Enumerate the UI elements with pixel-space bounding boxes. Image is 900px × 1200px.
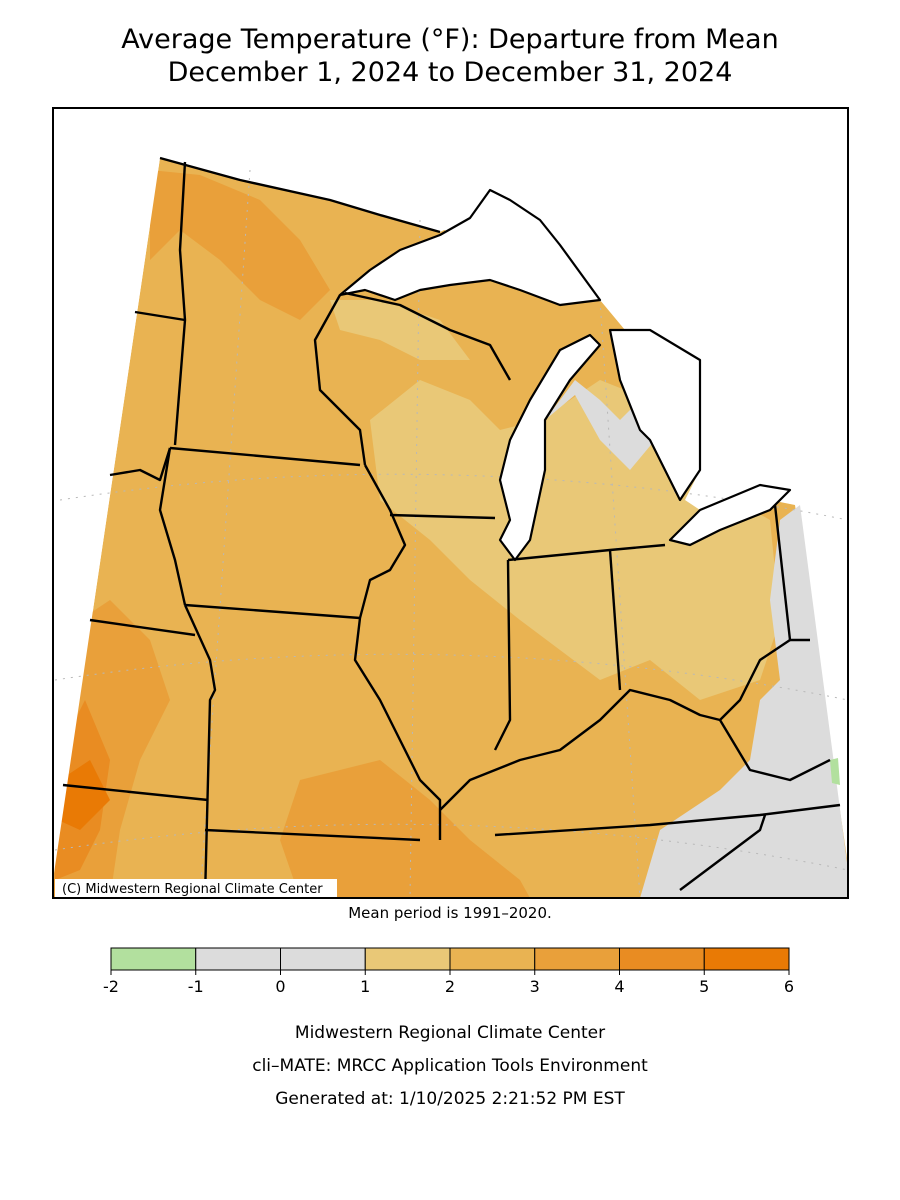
anomaly-west (150, 170, 330, 320)
legend-swatch (364, 947, 451, 971)
anomaly-south (280, 760, 530, 898)
copyright-box (55, 879, 337, 897)
legend-tick-label: 0 (275, 977, 285, 996)
anomaly-michigan-gray (545, 380, 655, 470)
map-frame (52, 107, 849, 899)
legend-tick-label: 1 (360, 977, 370, 996)
anomaly-green (830, 758, 840, 785)
legend-tick-label: -2 (103, 977, 119, 996)
lake-michigan (498, 333, 602, 562)
mean-period: Mean period is 1991–2020. (348, 904, 552, 922)
legend-swatch (449, 947, 536, 971)
legend-tick-label: 5 (699, 977, 709, 996)
state-boundaries (62, 156, 841, 898)
legend-tick-label: 2 (445, 977, 455, 996)
anomaly-north-light (330, 300, 470, 360)
legend-swatch (110, 947, 197, 971)
subtitle: December 1, 2024 to December 31, 2024 (168, 57, 733, 88)
legend-tick-label: -1 (188, 977, 204, 996)
anomaly-east-gray (640, 505, 848, 898)
lake-superior (338, 188, 602, 307)
legend-swatch (195, 947, 281, 971)
legend-swatch (619, 947, 705, 971)
legend-swatch (280, 947, 366, 971)
footer-line: cli–MATE: MRCC Application Tools Environ… (252, 1056, 648, 1076)
legend: -2 -1 0 1 2 3 4 5 6 (103, 947, 794, 996)
legend-tick-label: 6 (784, 977, 794, 996)
lake-huron (608, 328, 702, 502)
title: Average Temperature (°F): Departure from… (121, 24, 778, 55)
footer-line: Generated at: 1/10/2025 2:21:52 PM EST (275, 1089, 625, 1109)
map: (C) Midwestern Regional Climate Center (52, 107, 849, 899)
outside-region (53, 108, 848, 880)
copyright: (C) Midwestern Regional Climate Center (62, 882, 323, 897)
legend-tick-label: 4 (614, 977, 624, 996)
lake-erie (668, 483, 792, 547)
anomaly-peak (58, 760, 110, 830)
footer-line: Midwestern Regional Climate Center (295, 1023, 605, 1043)
legend-tick-label: 3 (530, 977, 540, 996)
legend-swatch (534, 947, 620, 971)
legend-swatch (703, 947, 790, 971)
